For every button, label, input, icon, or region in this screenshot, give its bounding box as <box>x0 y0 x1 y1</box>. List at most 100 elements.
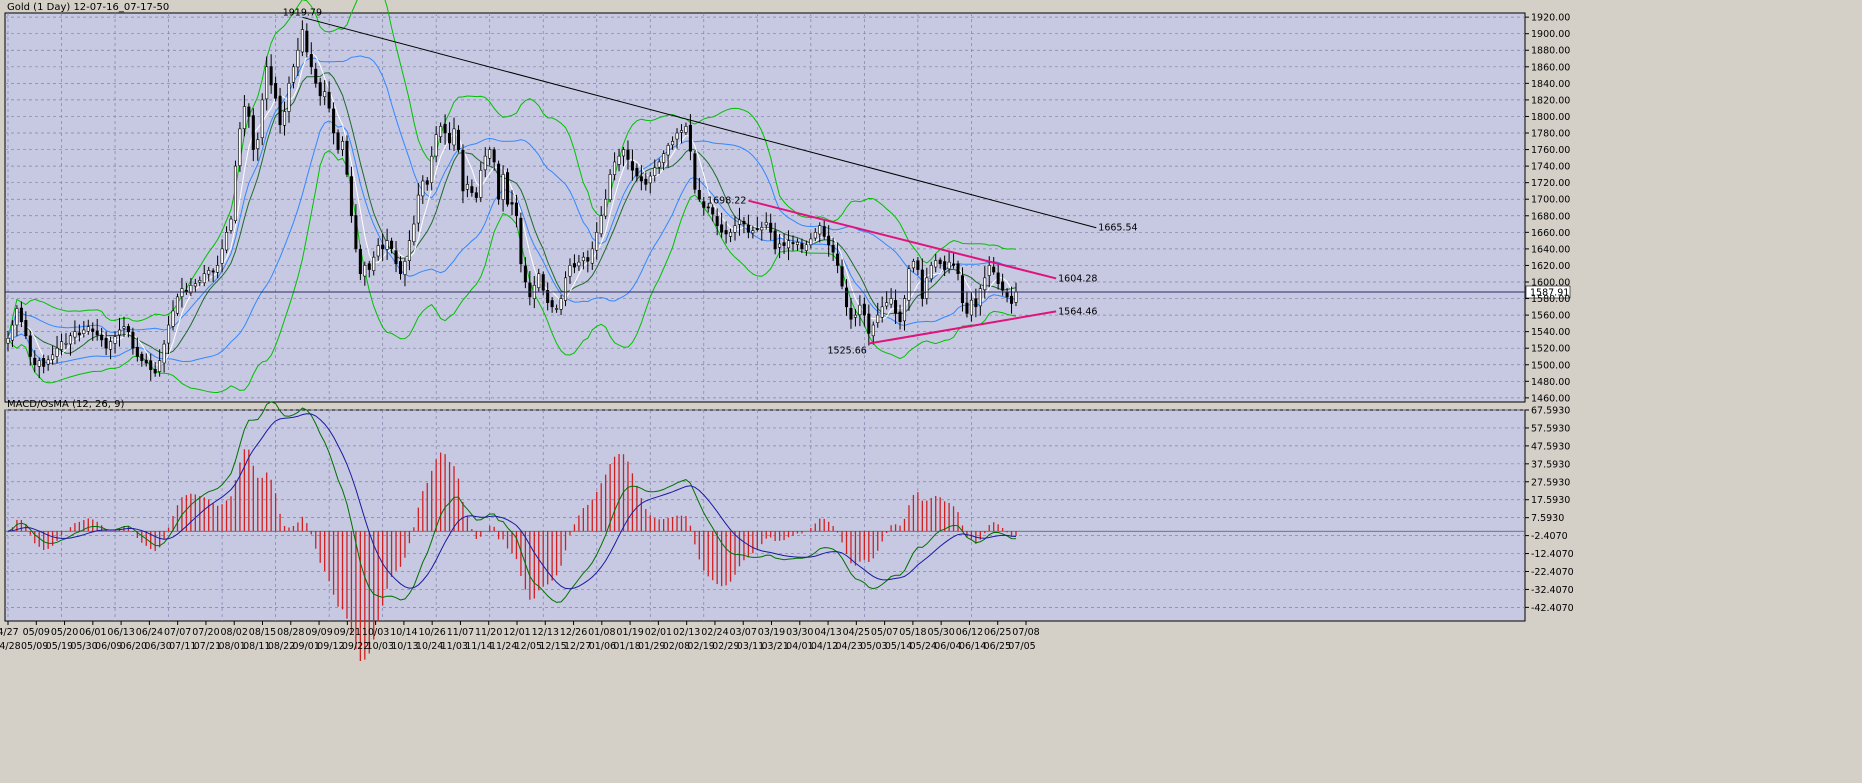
time-tick-label: 08/22 <box>268 641 295 652</box>
candle <box>247 103 251 128</box>
time-tick-label: 03/30 <box>786 627 813 638</box>
candle <box>15 305 19 337</box>
time-tick-label: 09/01 <box>292 641 319 652</box>
time-tick-label: 08/11 <box>243 641 270 652</box>
candle <box>180 277 184 308</box>
time-tick-label: 06/30 <box>144 641 171 652</box>
candle <box>211 268 215 283</box>
candle <box>537 268 541 292</box>
time-tick-label: 06/12 <box>956 627 983 638</box>
candle <box>140 351 144 367</box>
time-tick-label: 06/04 <box>934 641 961 652</box>
time-tick-label: 05/18 <box>899 627 926 638</box>
time-tick-label: 06/24 <box>136 627 163 638</box>
macd-axis: 67.5930 57.5930 47.5930 37.5930 27.5930 17.59… <box>1525 406 1574 614</box>
time-tick-label: 04/12 <box>811 641 838 652</box>
time-tick-label: 09/12 <box>317 641 344 652</box>
candle <box>969 292 973 322</box>
candle <box>907 264 911 311</box>
candle <box>639 165 643 191</box>
price-annotation-label: 1665.54 <box>1098 223 1137 234</box>
candle <box>19 301 23 328</box>
price-tick-label: 1540.00 <box>1531 327 1570 338</box>
candle <box>448 122 452 150</box>
time-tick-label: 12/05 <box>515 641 542 652</box>
time-tick-label: 06/01 <box>79 627 106 638</box>
candle <box>256 132 260 161</box>
macd-tick-label: -2.4070 <box>1531 531 1568 542</box>
time-tick-label: 08/01 <box>218 641 245 652</box>
candle <box>894 289 898 324</box>
candle <box>791 235 795 251</box>
time-tick-label: 06/09 <box>95 641 122 652</box>
candle <box>590 241 594 270</box>
candle <box>836 242 840 274</box>
candle <box>95 318 99 341</box>
candle <box>862 297 866 327</box>
candle <box>109 336 113 360</box>
time-tick-label: 02/08 <box>663 641 690 652</box>
candle <box>171 300 175 331</box>
candle <box>769 213 773 241</box>
macd-line <box>7 401 1017 603</box>
price-annotation-label: 1564.46 <box>1058 306 1097 317</box>
time-tick-label: 05/30 <box>927 627 954 638</box>
candle <box>688 114 692 161</box>
time-tick-label: 01/19 <box>616 627 643 638</box>
price-tick-label: 1460.00 <box>1531 393 1570 404</box>
candle <box>340 136 345 157</box>
price-tick-label: 1640.00 <box>1531 244 1570 255</box>
candle <box>216 255 220 279</box>
macd-tick-label: 57.5930 <box>1531 423 1570 434</box>
price-tick-label: 1740.00 <box>1531 162 1570 173</box>
candle <box>434 126 438 163</box>
price-annotation-label: 1604.28 <box>1058 273 1097 284</box>
candle <box>305 23 309 58</box>
candle <box>117 317 122 347</box>
candle <box>314 62 318 88</box>
candle <box>608 169 612 203</box>
triangle-lower-line <box>868 310 1057 345</box>
candle <box>327 81 331 113</box>
time-tick-label: 12/01 <box>503 627 530 638</box>
price-tick-label: 1480.00 <box>1531 377 1570 388</box>
candle <box>274 76 278 102</box>
time-tick-label: 08/02 <box>221 627 248 638</box>
candle <box>287 76 291 123</box>
candle <box>952 251 956 269</box>
candle <box>902 295 907 331</box>
candle <box>702 196 706 216</box>
candle <box>751 225 755 239</box>
candle <box>354 204 358 253</box>
candle <box>175 293 180 316</box>
price-grid <box>5 13 1525 402</box>
time-tick-label: 05/03 <box>860 641 887 652</box>
candle <box>635 163 639 182</box>
candle <box>675 128 679 149</box>
candle <box>416 183 420 232</box>
candle <box>844 279 849 316</box>
candle <box>363 261 367 286</box>
ma-dark-line <box>7 72 1017 354</box>
candle <box>385 228 389 260</box>
candle <box>996 264 1000 290</box>
candle <box>965 291 969 318</box>
time-tick-label: 02/24 <box>701 627 728 638</box>
price-plot-area[interactable] <box>4 12 1526 403</box>
candle <box>283 101 287 136</box>
candle <box>149 353 153 381</box>
candle <box>202 265 206 287</box>
candle <box>470 179 474 197</box>
window-title: Gold (1 Day) 12-07-16_07-17-50 <box>7 2 169 13</box>
candle <box>778 233 782 259</box>
time-tick-label: 11/07 <box>447 627 474 638</box>
candle <box>390 237 394 254</box>
time-tick-label: 06/20 <box>120 641 147 652</box>
ma-white-line <box>7 52 1017 366</box>
candle <box>162 340 166 373</box>
time-tick-label: 03/21 <box>761 641 788 652</box>
price-tick-label: 1880.00 <box>1531 46 1570 57</box>
candle <box>528 271 532 306</box>
candle <box>621 146 626 167</box>
